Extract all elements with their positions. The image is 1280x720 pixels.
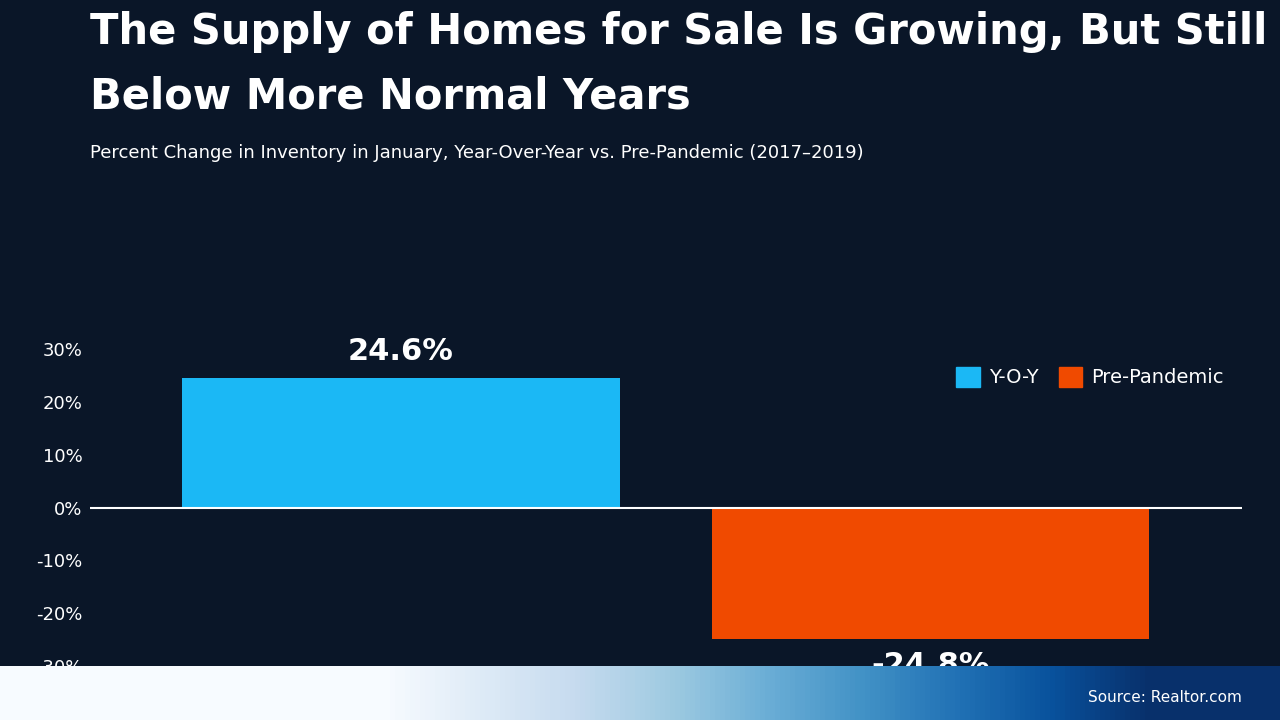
Text: Below More Normal Years: Below More Normal Years xyxy=(90,76,690,117)
Bar xyxy=(182,378,620,508)
Text: 24.6%: 24.6% xyxy=(348,337,453,366)
Text: Percent Change in Inventory in January, Year-Over-Year vs. Pre-Pandemic (2017–20: Percent Change in Inventory in January, … xyxy=(90,144,863,162)
Text: -24.8%: -24.8% xyxy=(872,651,989,680)
Text: The Supply of Homes for Sale Is Growing, But Still: The Supply of Homes for Sale Is Growing,… xyxy=(90,11,1267,53)
Legend: Y-O-Y, Pre-Pandemic: Y-O-Y, Pre-Pandemic xyxy=(948,359,1231,395)
Text: Source: Realtor.com: Source: Realtor.com xyxy=(1088,690,1242,705)
Bar xyxy=(712,508,1149,639)
